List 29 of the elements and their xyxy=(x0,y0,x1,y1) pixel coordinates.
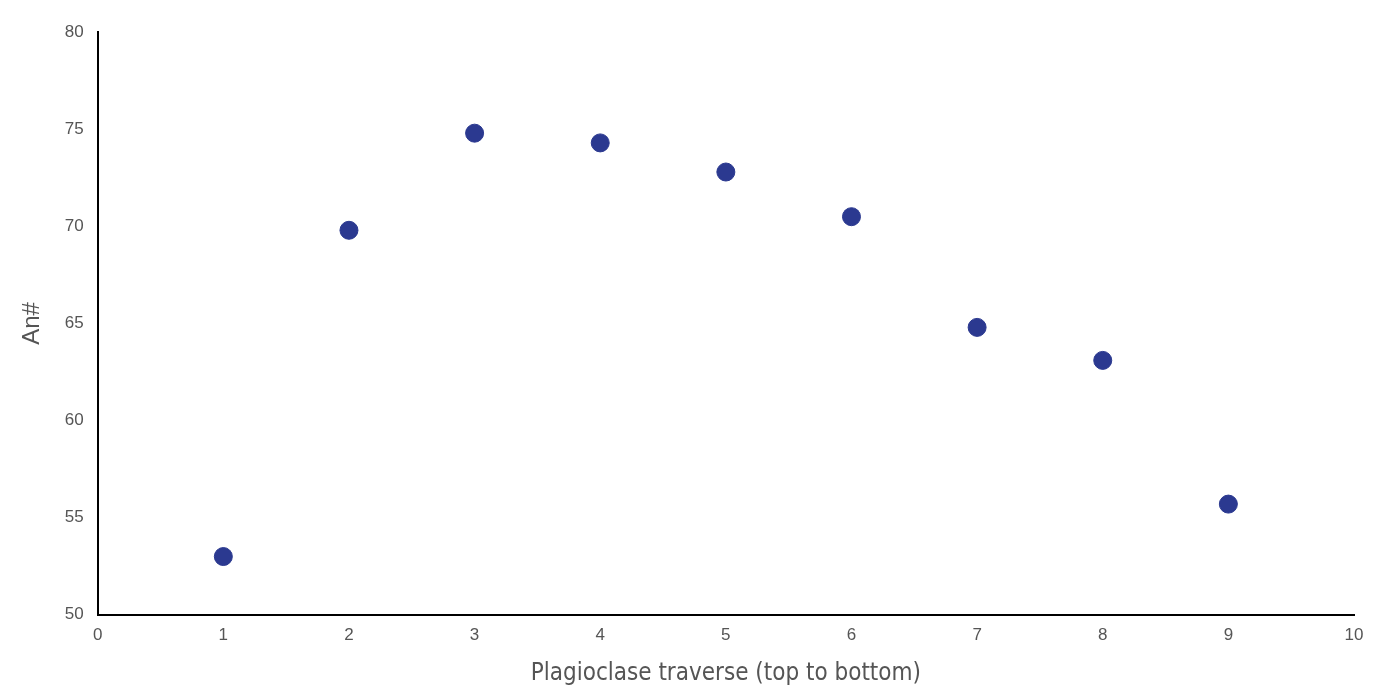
y-axis-title: An# xyxy=(17,301,45,345)
point xyxy=(465,123,485,143)
point xyxy=(967,317,987,337)
point xyxy=(1093,350,1113,370)
point xyxy=(841,207,861,227)
x-tick-label: 2 xyxy=(344,624,354,644)
x-tick-label: 6 xyxy=(846,624,857,644)
y-tick-label: 80 xyxy=(64,21,84,41)
point xyxy=(590,133,610,153)
x-tick-label: 5 xyxy=(721,624,731,644)
point xyxy=(213,547,233,567)
x-axis-title: Plagioclase traverse (top to bottom) xyxy=(530,657,921,686)
x-tick-label: 9 xyxy=(1223,624,1234,644)
x-tick-label: 7 xyxy=(972,624,982,644)
y-tick-label: 75 xyxy=(64,118,84,138)
x-tick-label: 0 xyxy=(92,624,103,644)
y-tick-label: 60 xyxy=(64,410,84,430)
y-tick-label: 50 xyxy=(64,604,84,624)
y-tick-label: 55 xyxy=(64,507,84,527)
y-tick-label: 65 xyxy=(64,313,84,333)
x-tick-label: 1 xyxy=(218,624,229,644)
x-tick-label: 8 xyxy=(1098,624,1108,644)
x-tick-label: 4 xyxy=(595,624,605,644)
x-tick-label: 10 xyxy=(1344,624,1364,644)
x-tick-label: 3 xyxy=(469,624,480,644)
point xyxy=(716,162,736,182)
point xyxy=(339,220,359,240)
point xyxy=(1218,494,1238,514)
y-tick-label: 70 xyxy=(64,216,84,236)
